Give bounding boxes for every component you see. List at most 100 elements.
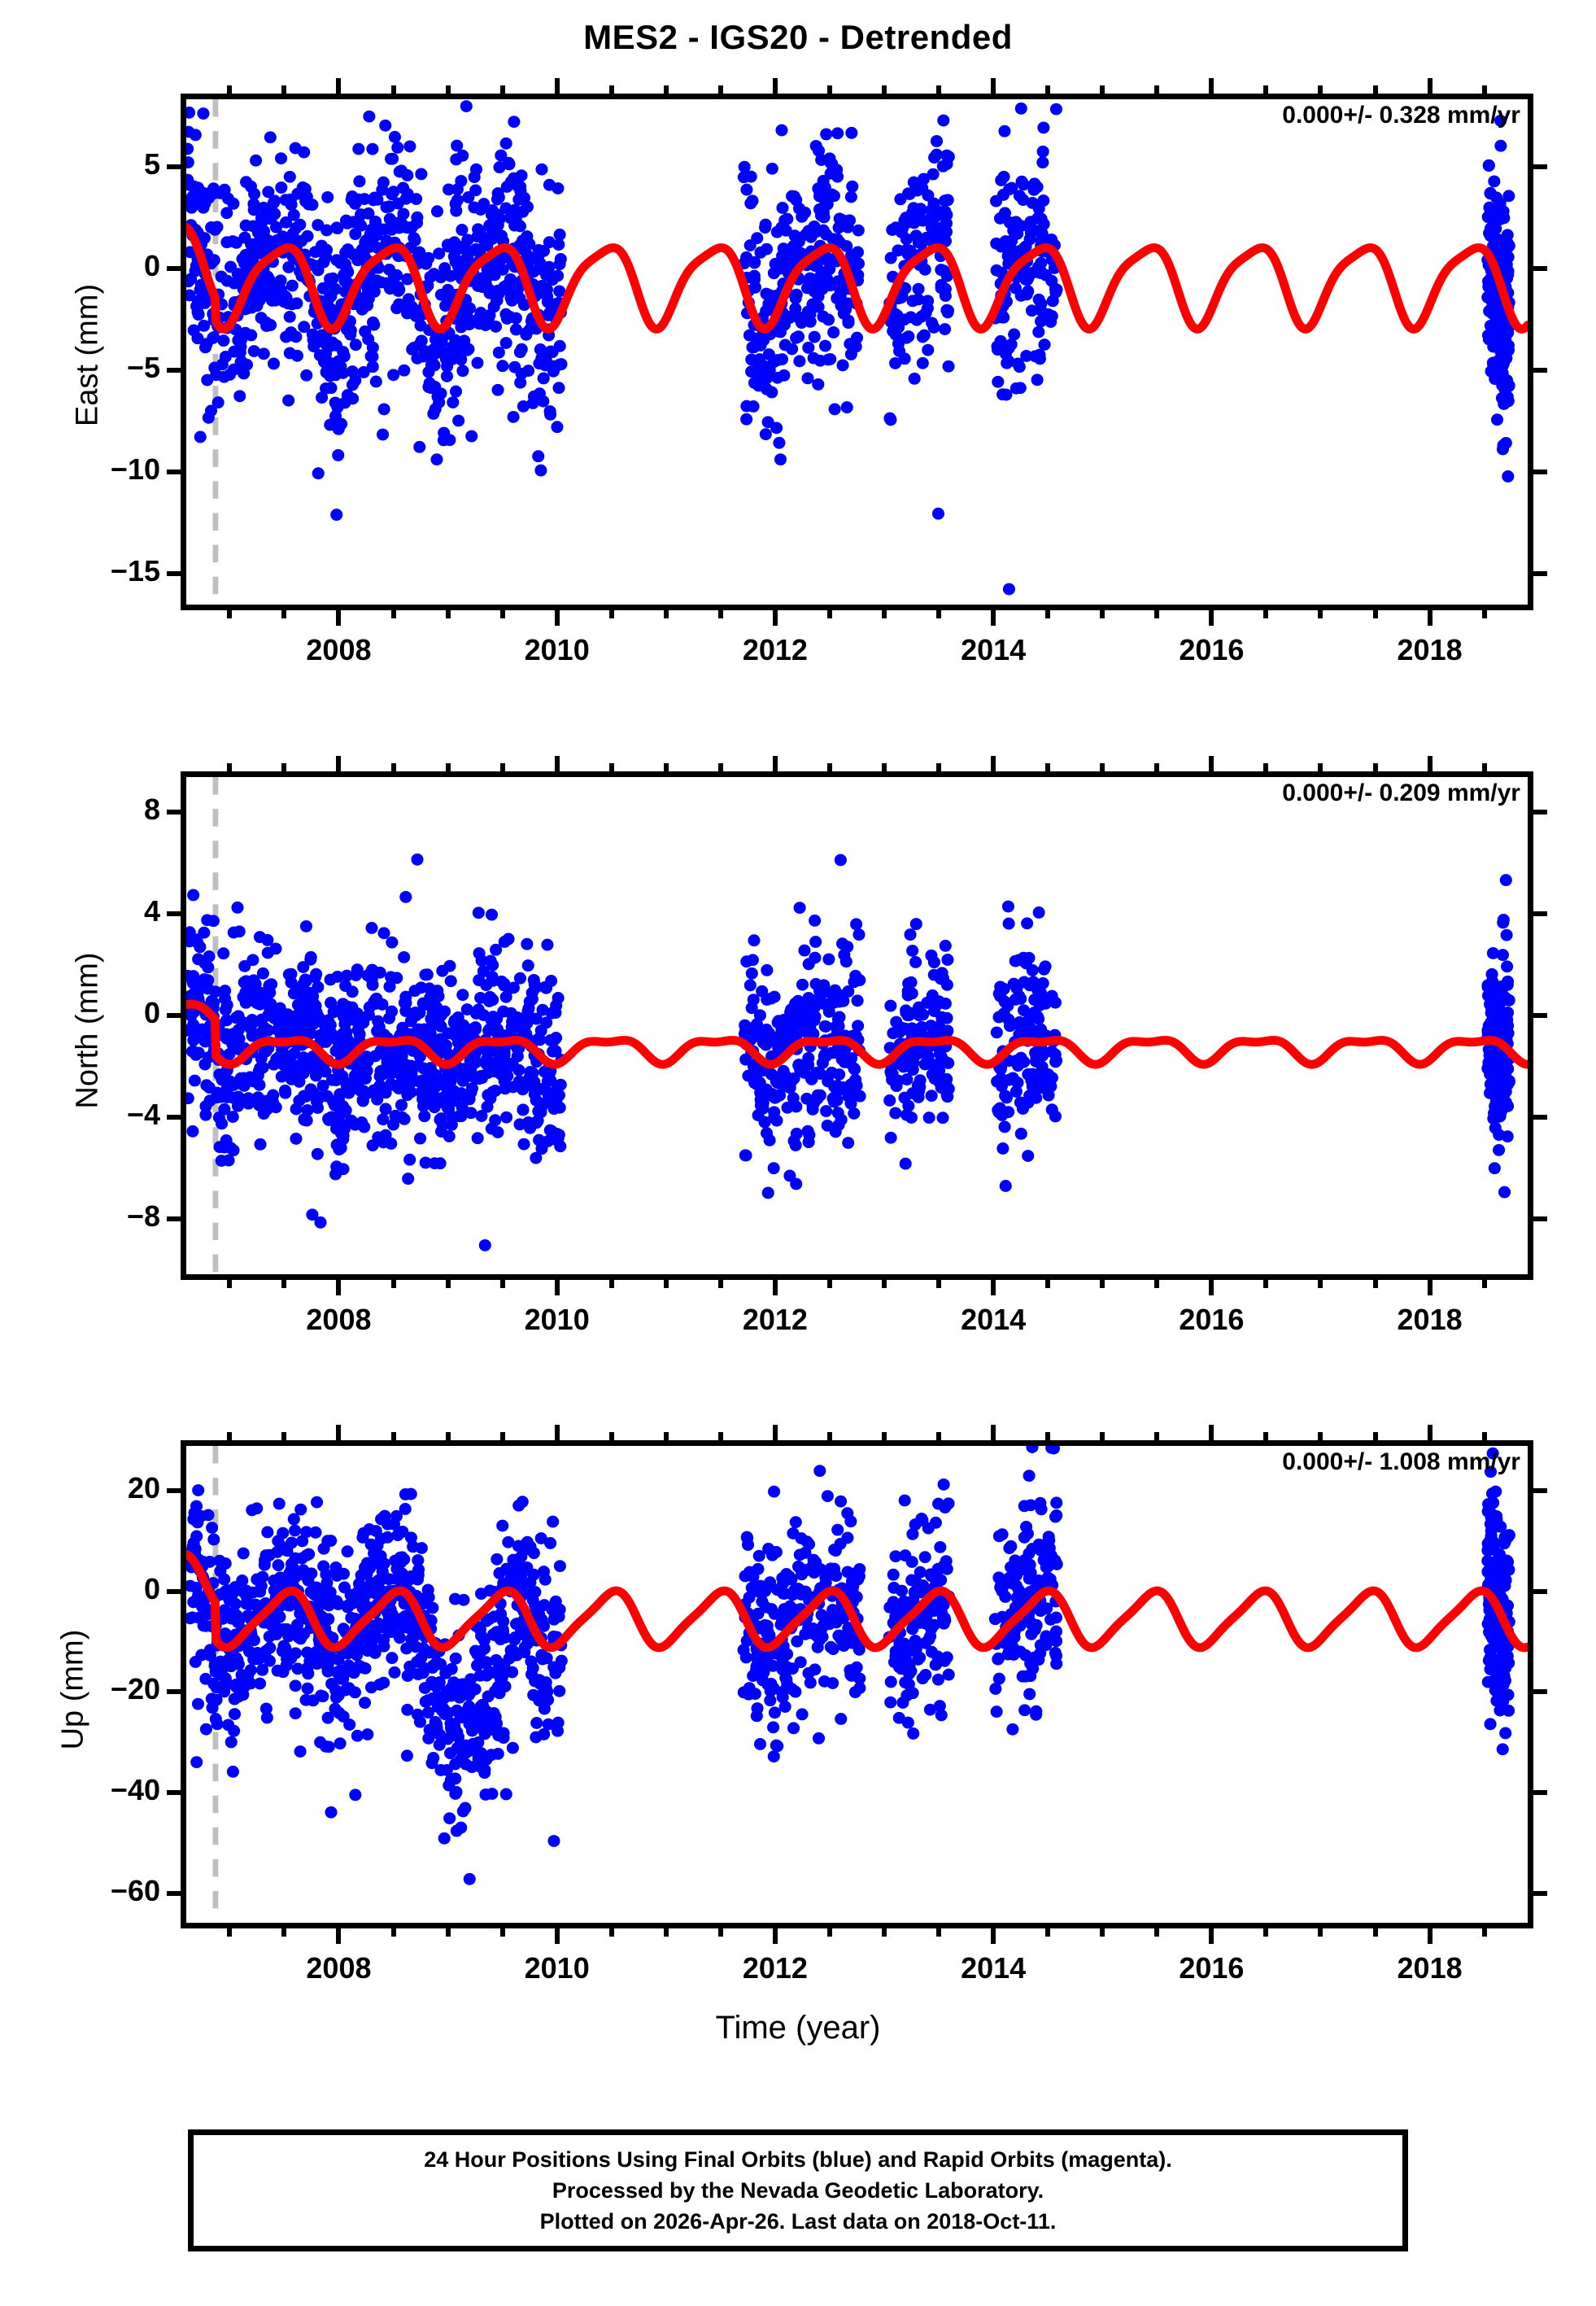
xtick-mark-minor [1372,85,1378,96]
xtick-mark-minor [1154,1432,1160,1443]
xtick-mark-minor [826,1277,832,1288]
plot-canvas-north [186,777,1528,1274]
xtick-mark-minor [1154,763,1160,774]
xtick-mark-minor [1100,1432,1105,1443]
model-curve-up [186,1550,1528,1653]
xtick-mark-minor [390,1277,396,1288]
panel-north: 0.000+/- 0.209 mm/yr [181,771,1533,1280]
xtick-mark-major [1427,78,1432,96]
ytick-mark [1531,1588,1547,1594]
xtick-mark-minor [663,1926,669,1937]
xtick-mark-minor [882,608,887,618]
xtick-mark-minor [445,1926,451,1937]
xtick-mark-major [1427,1277,1432,1295]
ytick-label: 0 [143,996,160,1029]
ytick-label: −40 [110,1772,160,1806]
xtick-mark-minor [1100,85,1105,96]
xtick-mark-major [554,1277,560,1295]
xtick-mark-minor [1154,1926,1160,1937]
xtick-label: 2008 [306,633,372,666]
xtick-mark-minor [717,1432,723,1443]
panel-east: 0.000+/- 0.328 mm/yr [181,94,1533,610]
xtick-mark-minor [936,763,942,774]
xtick-mark-minor [390,608,396,618]
xtick-mark-minor [826,763,832,774]
xtick-label: 2018 [1397,1951,1463,1985]
caption-line-2: Processed by the Nevada Geodetic Laborat… [552,2177,1044,2203]
xtick-mark-minor [445,1432,451,1443]
xtick-mark-major [1427,756,1432,774]
xtick-mark-minor [663,85,669,96]
xtick-mark-minor [1263,85,1269,96]
ytick-label: −20 [110,1672,160,1706]
ytick-mark [167,1115,183,1120]
ytick-mark [167,164,183,169]
ytick-mark [1531,1487,1547,1493]
ytick-label: 0 [143,249,160,282]
xtick-mark-major [554,608,560,626]
xtick-mark-major [336,1425,342,1443]
xtick-mark-major [1209,1277,1214,1295]
caption-box: 24 Hour Positions Using Final Orbits (bl… [188,2129,1408,2251]
xtick-mark-major [772,1277,778,1295]
xtick-mark-major [1209,78,1214,96]
xtick-mark-minor [227,763,233,774]
ytick-mark [167,1487,183,1493]
xtick-mark-minor [663,763,669,774]
xtick-mark-minor [936,1277,942,1288]
xtick-mark-minor [663,1277,669,1288]
xtick-mark-minor [499,763,505,774]
xtick-mark-minor [882,763,887,774]
xtick-mark-minor [717,1277,723,1288]
xtick-mark-major [1209,1425,1214,1443]
xtick-mark-minor [1100,763,1105,774]
ytick-mark [167,469,183,474]
xtick-mark-minor [717,763,723,774]
xtick-mark-minor [1318,85,1323,96]
xtick-label: 2014 [961,1951,1027,1985]
xtick-mark-minor [390,763,396,774]
xtick-mark-minor [936,1926,942,1937]
rate-label-up: 0.000+/- 1.008 mm/yr [1282,1448,1520,1475]
xtick-mark-minor [882,85,887,96]
xtick-mark-minor [1154,608,1160,618]
xtick-mark-minor [1372,1926,1378,1937]
model-curve-north [186,999,1528,1069]
xtick-mark-minor [1481,763,1487,774]
xtick-mark-major [991,78,996,96]
ytick-mark [167,1013,183,1018]
plot-frame-north [181,771,1533,1280]
page-title: MES2 - IGS20 - Detrended [583,18,1013,56]
scatter-series-north [186,853,1515,1251]
xtick-mark-minor [445,763,451,774]
ytick-label: −8 [126,1199,160,1233]
xtick-mark-minor [445,85,451,96]
xtick-mark-minor [936,1432,942,1443]
xtick-mark-minor [717,608,723,618]
xtick-label: 2010 [524,1951,590,1985]
ytick-mark [167,1588,183,1594]
xtick-mark-minor [227,608,233,618]
caption-line-1: 24 Hour Positions Using Final Orbits (bl… [424,2147,1172,2172]
xtick-mark-minor [608,85,614,96]
xtick-mark-minor [499,1926,505,1937]
xtick-mark-major [336,608,342,626]
xtick-label: 2018 [1397,633,1463,666]
xtick-mark-minor [445,1277,451,1288]
xtick-mark-minor [936,85,942,96]
xtick-mark-minor [281,1432,287,1443]
xtick-mark-minor [281,763,287,774]
xtick-mark-minor [499,1277,505,1288]
xtick-mark-major [554,1425,560,1443]
xtick-mark-major [991,608,996,626]
ytick-label: −4 [126,1098,160,1131]
xtick-mark-major [336,78,342,96]
xtick-mark-major [772,608,778,626]
xtick-mark-major [1427,1425,1432,1443]
ytick-label: −10 [110,452,160,486]
xtick-mark-minor [499,1432,505,1443]
xtick-mark-minor [499,608,505,618]
xtick-mark-major [772,756,778,774]
xtick-label: 2008 [306,1303,372,1336]
xtick-mark-major [554,78,560,96]
